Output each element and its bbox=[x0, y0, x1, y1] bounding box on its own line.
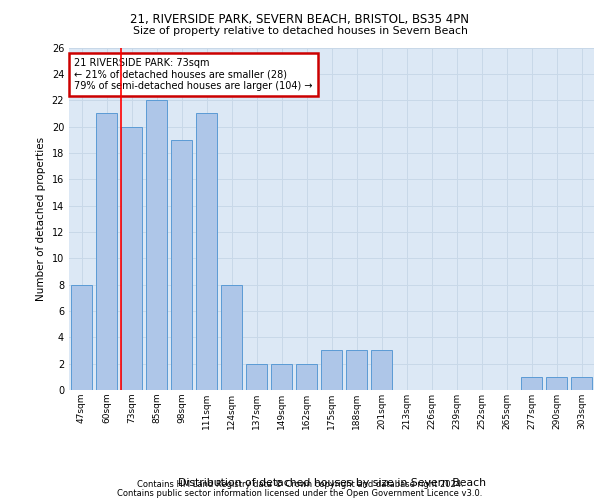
Bar bbox=[271, 364, 292, 390]
X-axis label: Distribution of detached houses by size in Severn Beach: Distribution of detached houses by size … bbox=[178, 478, 485, 488]
Text: 21 RIVERSIDE PARK: 73sqm
← 21% of detached houses are smaller (28)
79% of semi-d: 21 RIVERSIDE PARK: 73sqm ← 21% of detach… bbox=[74, 58, 313, 91]
Text: 21, RIVERSIDE PARK, SEVERN BEACH, BRISTOL, BS35 4PN: 21, RIVERSIDE PARK, SEVERN BEACH, BRISTO… bbox=[131, 12, 470, 26]
Bar bbox=[96, 114, 117, 390]
Bar bbox=[196, 114, 217, 390]
Y-axis label: Number of detached properties: Number of detached properties bbox=[36, 136, 46, 301]
Text: Size of property relative to detached houses in Severn Beach: Size of property relative to detached ho… bbox=[133, 26, 467, 36]
Bar bbox=[146, 100, 167, 390]
Bar bbox=[246, 364, 267, 390]
Bar bbox=[346, 350, 367, 390]
Text: Contains public sector information licensed under the Open Government Licence v3: Contains public sector information licen… bbox=[118, 490, 482, 498]
Text: Contains HM Land Registry data © Crown copyright and database right 2024.: Contains HM Land Registry data © Crown c… bbox=[137, 480, 463, 489]
Bar bbox=[221, 284, 242, 390]
Bar bbox=[171, 140, 192, 390]
Bar bbox=[571, 377, 592, 390]
Bar bbox=[71, 284, 92, 390]
Bar bbox=[121, 126, 142, 390]
Bar bbox=[371, 350, 392, 390]
Bar bbox=[521, 377, 542, 390]
Bar bbox=[296, 364, 317, 390]
Bar bbox=[321, 350, 342, 390]
Bar bbox=[546, 377, 567, 390]
